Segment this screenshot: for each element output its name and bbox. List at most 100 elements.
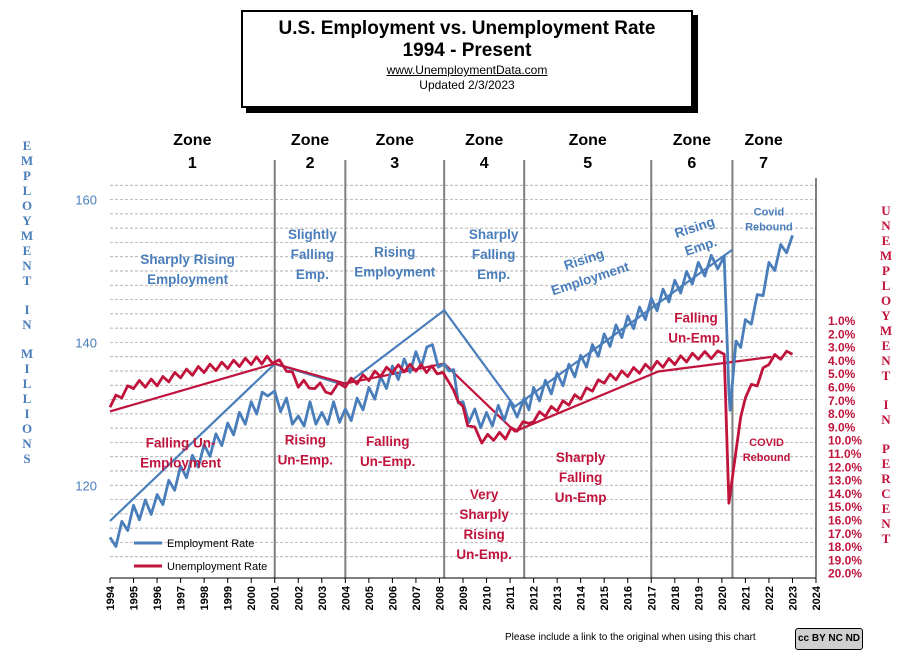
zone-title: Zone <box>569 132 607 149</box>
x-tick-label: 2009 <box>458 586 470 610</box>
axis-label-char: Y <box>881 308 891 323</box>
grid <box>110 184 816 558</box>
annotation-line: Falling <box>472 247 516 262</box>
axis-label-char: T <box>22 273 32 288</box>
right-y-tick-label: 16.0% <box>828 514 862 528</box>
axis-label-char: E <box>881 233 891 248</box>
right-y-tick-label: 2.0% <box>828 327 856 341</box>
x-tick-label: 2013 <box>552 586 564 610</box>
right-y-tick-label: 10.0% <box>828 434 862 448</box>
zone-number: 4 <box>480 155 489 172</box>
x-tick-label: 2000 <box>246 586 258 610</box>
employment-trend-line <box>109 248 734 522</box>
right-y-tick-label: 20.0% <box>828 567 862 581</box>
axes: 1994 1995 1996 1997 1998 1999 2000 2001 2002 2003… <box>75 178 862 610</box>
left-y-tick-label: 140 <box>75 335 97 350</box>
zone-number: 6 <box>687 155 696 172</box>
right-y-tick-label: 7.0% <box>828 394 856 408</box>
annotation: Covid Rebound <box>745 206 793 233</box>
series-lines <box>108 234 794 548</box>
zone-number: 2 <box>306 155 315 172</box>
axis-label-gap <box>20 288 34 302</box>
unemployment-series-line <box>108 349 794 505</box>
employment-series-line <box>108 234 794 548</box>
axis-label-char: P <box>882 263 890 278</box>
axis-label-char: L <box>22 376 32 391</box>
cc-license-badge[interactable]: cc BY NC ND <box>795 628 863 650</box>
zone-number: 5 <box>583 155 592 172</box>
x-tick-label: 2006 <box>387 586 399 610</box>
x-tick-label: 2004 <box>340 585 352 610</box>
axis-label-char: M <box>879 323 893 338</box>
axis-label-gap <box>879 427 893 441</box>
source-link[interactable]: www.UnemploymentData.com <box>386 63 548 77</box>
annotation: Very Sharply Rising Un-Emp. <box>456 487 512 562</box>
axis-label-char: R <box>881 471 891 486</box>
x-tick-label: 2020 <box>717 586 729 610</box>
right-y-tick-label: 17.0% <box>828 527 862 541</box>
updated-date: Updated 2/3/2023 <box>419 78 515 92</box>
axis-label-char: T <box>881 531 891 546</box>
annotation-line: Rising <box>285 433 326 448</box>
zone-number: 1 <box>188 155 197 172</box>
x-tick-label: 2019 <box>693 586 705 610</box>
x-tick-label: 1994 <box>105 585 117 610</box>
zone-title: Zone <box>376 132 414 149</box>
axis-label-char: E <box>881 501 891 516</box>
right-y-tick-label: 15.0% <box>828 500 862 514</box>
right-y-tick-label: 14.0% <box>828 487 862 501</box>
axis-label-char: I <box>24 361 30 376</box>
chart-subtitle: 1994 - Present <box>402 40 532 61</box>
annotation: Falling Un-Emp. <box>360 434 416 469</box>
right-y-tick-label: 9.0% <box>828 420 856 434</box>
annotation-line: Falling Un- <box>146 435 216 450</box>
axis-label-char: T <box>881 368 891 383</box>
axis-label-char: I <box>24 302 30 317</box>
x-tick-label: 1996 <box>152 586 164 610</box>
axis-label-char: Y <box>22 213 32 228</box>
x-tick-label: 2022 <box>764 586 776 610</box>
annotation-line: Un-Emp. <box>278 453 334 468</box>
x-tick-label: 2005 <box>364 586 376 610</box>
annotation-line: Sharply <box>469 227 519 242</box>
x-tick-label: 1997 <box>176 586 188 610</box>
annotation-line: Rebound <box>743 452 791 464</box>
axis-label-char: O <box>21 198 33 213</box>
annotation-line: Very <box>470 487 499 502</box>
axis-label-char: I <box>883 397 889 412</box>
annotation-line: Emp. <box>477 267 510 282</box>
annotation-line: Employment <box>147 272 229 287</box>
axis-label-char: E <box>22 138 32 153</box>
annotation-line: Emp. <box>296 267 329 282</box>
x-tick-label: 2010 <box>482 586 494 610</box>
right-y-tick-label: 13.0% <box>828 474 862 488</box>
x-tick-label: 2021 <box>740 586 752 610</box>
x-tick-label: 2014 <box>576 585 588 610</box>
x-tick-label: 1999 <box>223 586 235 610</box>
right-y-tick-label: 18.0% <box>828 540 862 554</box>
right-y-tick-label: 19.0% <box>828 553 862 567</box>
x-tick-label: 2023 <box>787 586 799 610</box>
axis-label-char: L <box>22 391 32 406</box>
right-y-tick-label: 12.0% <box>828 460 862 474</box>
axis-label-char: N <box>881 353 891 368</box>
axis-label-char: P <box>882 441 890 456</box>
axis-label-char: S <box>23 451 31 466</box>
annotation-line: Falling <box>674 310 718 325</box>
x-tick-label: 1995 <box>129 586 141 610</box>
axis-label-char: N <box>22 317 32 332</box>
annotation-line: Falling <box>559 470 603 485</box>
legend: Employment Rate Unemployment Rate <box>134 538 267 573</box>
axis-label-char: M <box>20 153 34 168</box>
title-box: U.S. Employment vs. Unemployment Rate 19… <box>241 10 693 108</box>
annotation: Falling Un- Employment <box>140 435 222 470</box>
annotation-line: Employment <box>354 265 436 280</box>
annotation-line: Slightly <box>288 227 337 242</box>
chart-labels: Zone 1 Zone 2 Zone 3 Zone 4 Zone 5 Zone 6 Zone 7 Sharp… <box>140 132 793 562</box>
chart-title: U.S. Employment vs. Unemployment Rate <box>278 18 656 39</box>
footer-note: Please include a link to the original wh… <box>505 632 756 643</box>
